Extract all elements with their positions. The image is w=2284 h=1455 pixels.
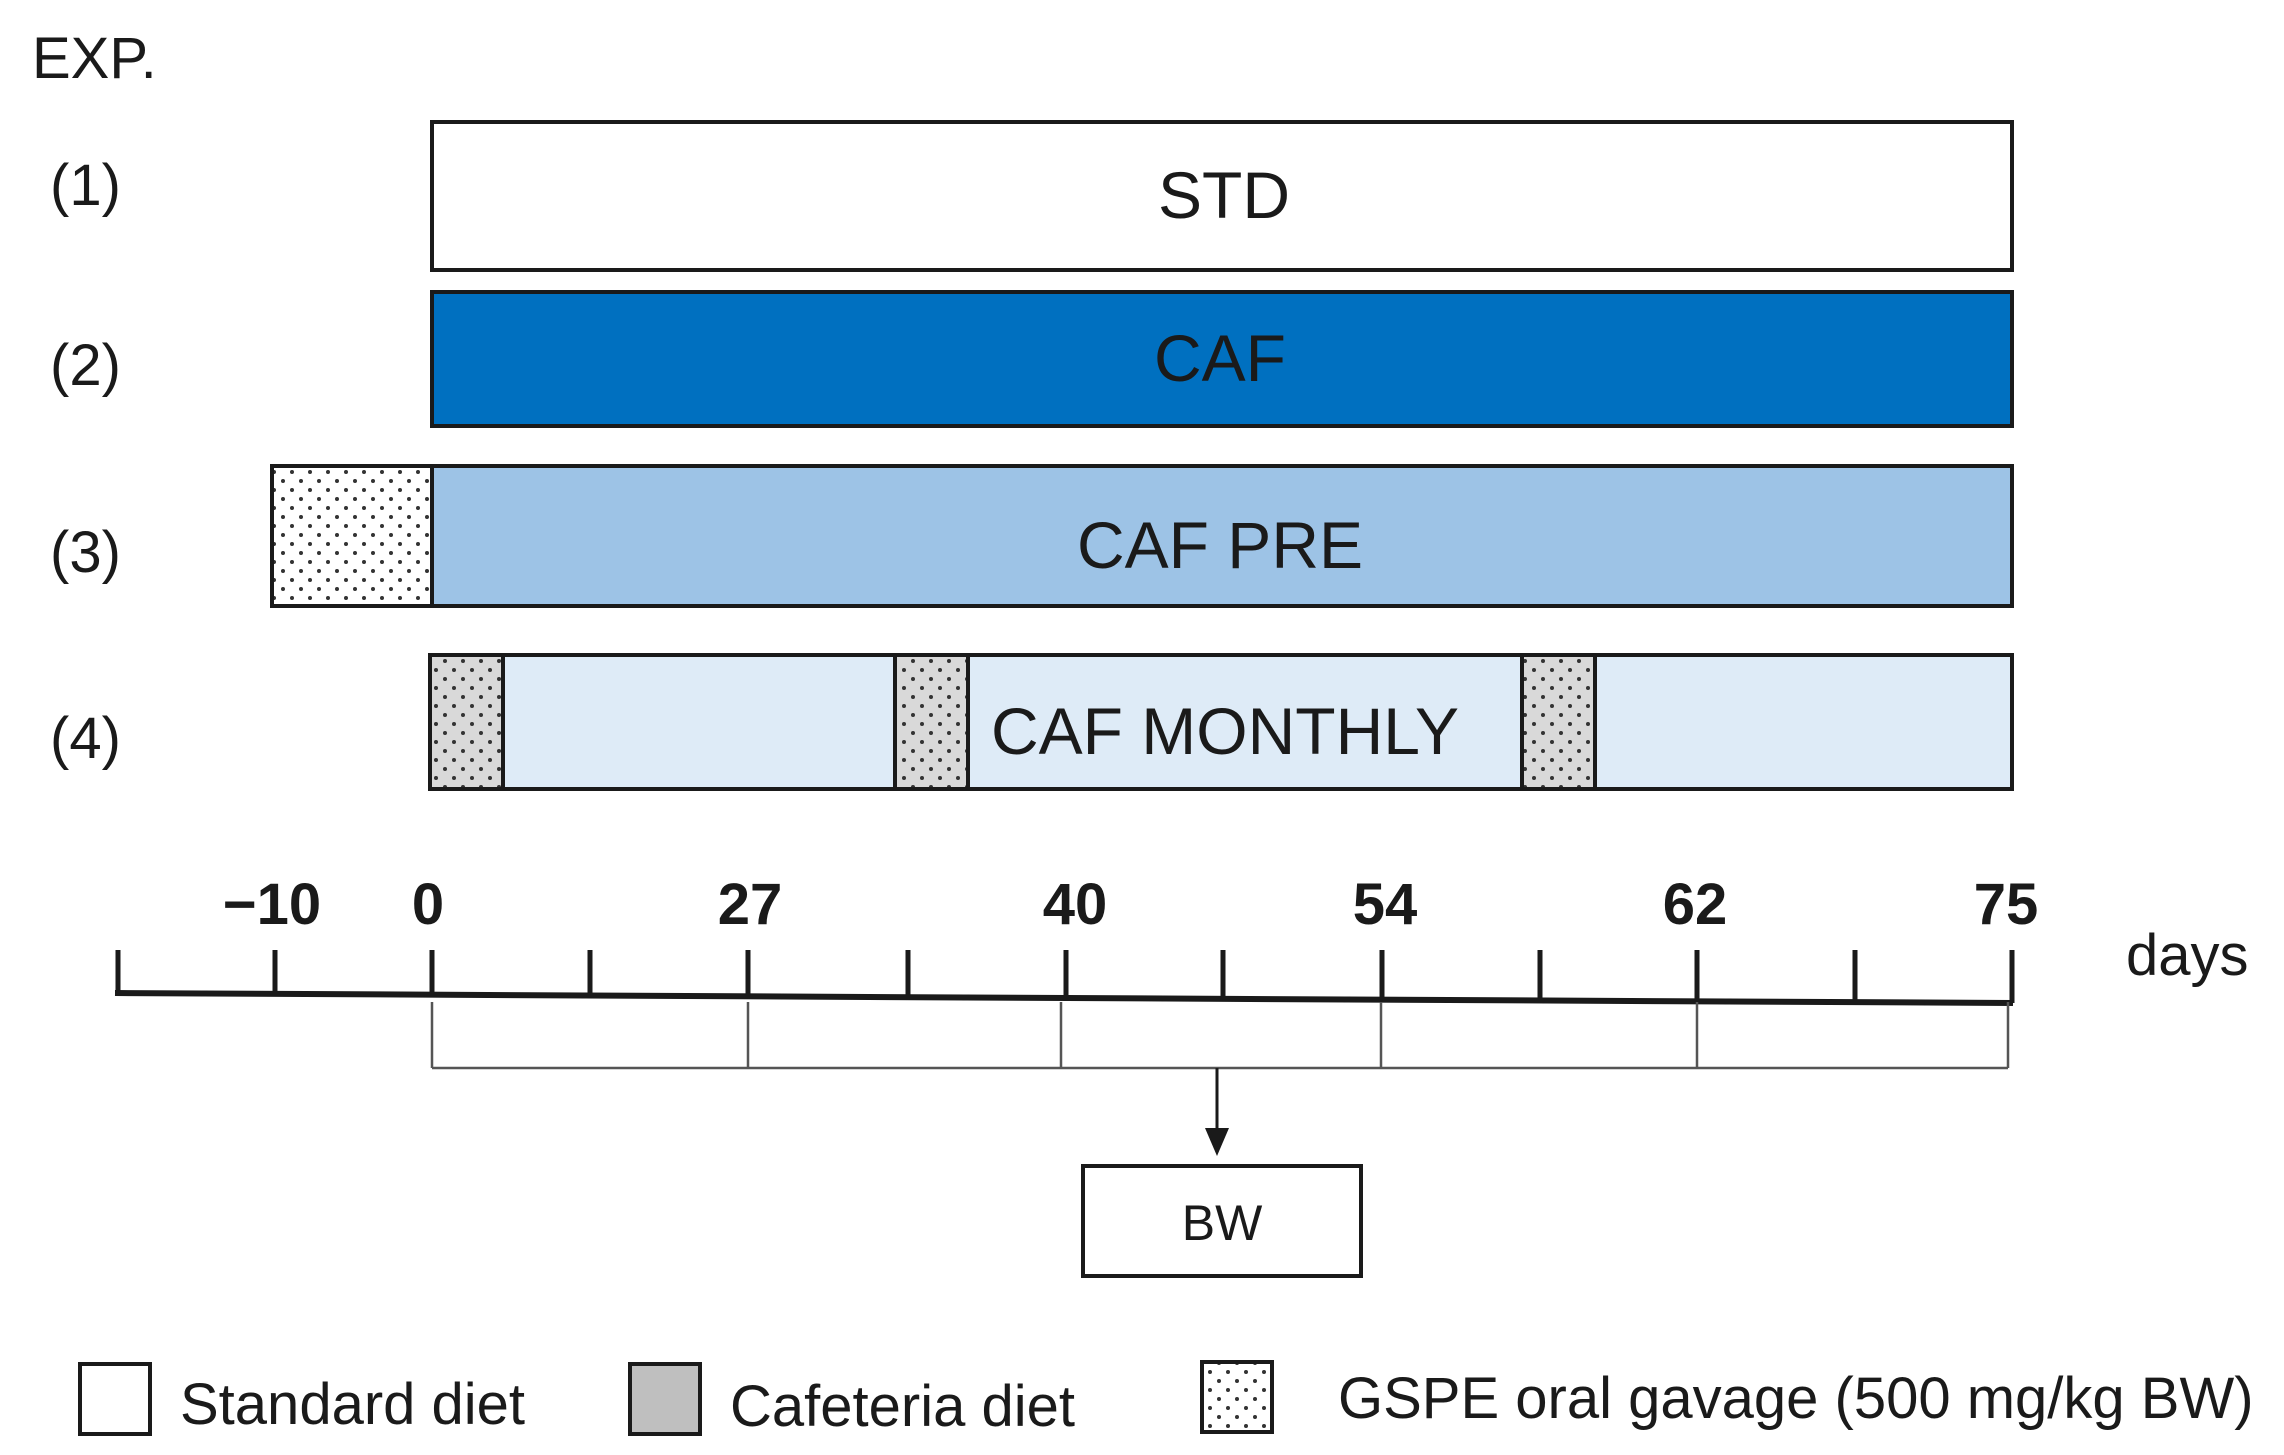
tick-label: 54 [1353, 872, 1418, 937]
gspe-pretreatment-block [270, 464, 434, 608]
row-id-3: (3) [50, 520, 121, 585]
tick-label: −10 [223, 872, 321, 937]
gspe-monthly-block-3 [1520, 653, 1597, 791]
tick-label: 0 [412, 872, 444, 937]
axis-unit-label: days [2126, 923, 2249, 988]
legend-swatch-cafeteria [628, 1362, 702, 1436]
tick-label: 27 [718, 872, 783, 937]
caf-monthly-bar [428, 653, 2014, 791]
row-id-1: (1) [50, 153, 121, 218]
legend-swatch-standard [78, 1362, 152, 1436]
caf-bar-label: CAF [1154, 321, 1286, 395]
caf-monthly-bar-label: CAF MONTHLY [991, 694, 1459, 768]
tick-label: 75 [1974, 872, 2039, 937]
row-id-2: (2) [50, 333, 121, 398]
bw-box [1081, 1164, 1363, 1278]
std-bar [430, 120, 2014, 272]
legend: Standard diet Cafeteria diet GSPE oral g… [78, 1360, 2254, 1439]
gspe-monthly-block-2 [893, 653, 970, 791]
legend-label-cafeteria: Cafeteria diet [730, 1374, 1075, 1439]
exp-header: EXP. [32, 26, 157, 91]
bw-arrow-head [1205, 1128, 1229, 1156]
row-id-4: (4) [50, 706, 121, 771]
bw-label: BW [1182, 1195, 1263, 1251]
measurement-bracket [430, 1002, 2010, 1070]
caf-bar [430, 290, 2014, 428]
std-bar-label: STD [1158, 158, 1290, 232]
gspe-monthly-block-1 [428, 653, 505, 791]
legend-swatch-gspe [1200, 1360, 1274, 1434]
tick-label: 62 [1663, 872, 1728, 937]
tick-label: 40 [1043, 872, 1108, 937]
axis-ticks [115, 950, 2015, 1003]
caf-pre-bar [430, 464, 2014, 608]
caf-pre-bar-label: CAF PRE [1077, 508, 1363, 582]
legend-label-gspe: GSPE oral gavage (500 mg/kg BW) [1338, 1366, 2254, 1431]
legend-label-standard: Standard diet [180, 1372, 525, 1437]
